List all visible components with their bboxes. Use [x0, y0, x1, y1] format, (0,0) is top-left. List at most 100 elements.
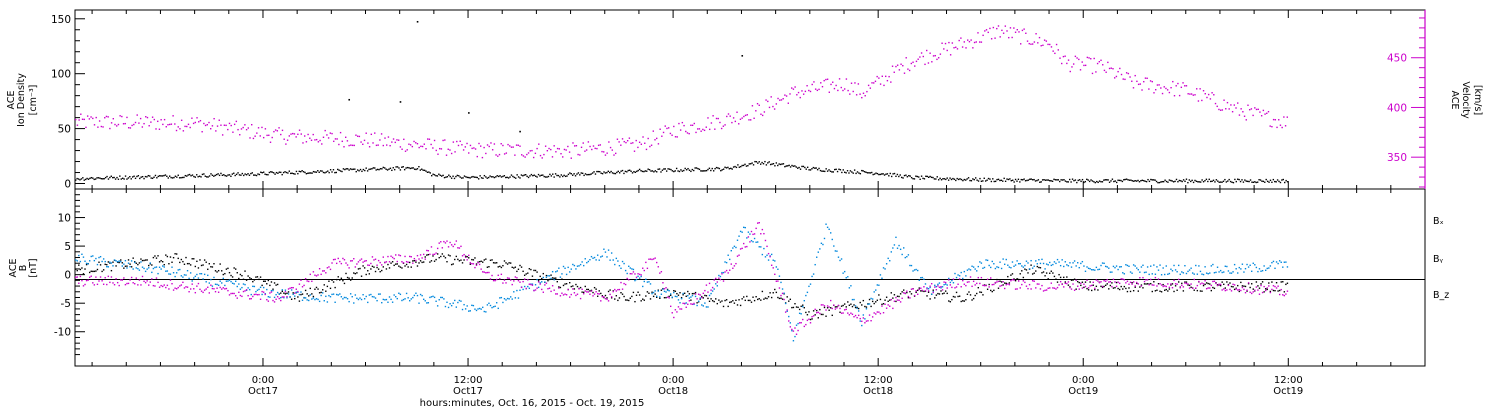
bz-point	[115, 278, 117, 280]
bx-point	[429, 261, 431, 263]
legend-by: Bᵧ	[1433, 254, 1444, 265]
bz-point	[328, 266, 330, 268]
bx-point	[405, 263, 408, 266]
bz-point	[679, 308, 681, 310]
density-point	[191, 174, 194, 176]
bz-point	[311, 280, 313, 283]
velocity-point	[124, 122, 126, 125]
velocity-point	[1276, 126, 1278, 129]
bx-point	[556, 280, 558, 283]
bx-point	[332, 281, 335, 283]
bz-point	[1157, 278, 1160, 280]
velocity-point	[1098, 61, 1101, 63]
by-point	[671, 296, 673, 299]
bz-point	[326, 267, 329, 269]
by-point	[725, 261, 728, 264]
bz-point	[1212, 280, 1214, 283]
by-point	[660, 293, 663, 295]
bz-point	[363, 260, 366, 262]
bz-point	[399, 254, 402, 257]
bz-point	[1137, 283, 1140, 285]
by-point	[649, 283, 652, 285]
by-point	[783, 292, 785, 294]
density-point	[993, 180, 995, 183]
bx-point	[422, 261, 425, 263]
bz-point	[729, 269, 731, 271]
velocity-point	[1160, 87, 1162, 89]
bx-point	[1181, 282, 1183, 285]
by-point	[1174, 269, 1177, 271]
bx-point	[1258, 287, 1261, 289]
bz-point	[842, 312, 844, 314]
bz-point	[680, 308, 683, 310]
by-point	[965, 275, 967, 277]
velocity-point	[881, 75, 883, 77]
bz-point	[536, 287, 538, 289]
by-point	[1272, 260, 1275, 263]
velocity-point	[729, 115, 731, 117]
density-point	[1074, 179, 1077, 181]
velocity-point	[80, 113, 82, 115]
bx-point	[811, 318, 813, 320]
bz-point	[878, 311, 880, 313]
by-point	[1233, 263, 1236, 266]
density-point	[1154, 179, 1156, 181]
velocity-point	[585, 149, 588, 151]
bz-point	[1095, 279, 1098, 281]
by-point	[278, 293, 280, 295]
by-point	[182, 276, 184, 278]
bx-point	[1240, 281, 1242, 284]
bz-point	[381, 264, 383, 266]
bx-point	[244, 270, 246, 272]
velocity-point	[403, 138, 405, 141]
density-point	[245, 174, 248, 176]
density-point	[455, 175, 457, 178]
by-point	[297, 291, 299, 294]
density-point	[1143, 179, 1145, 182]
bx-point	[755, 296, 757, 298]
velocity-point	[768, 106, 771, 109]
density-point	[396, 166, 399, 168]
velocity-point	[350, 144, 352, 146]
bz-point	[256, 294, 259, 296]
bz-point	[1266, 287, 1268, 289]
bz-point	[175, 288, 178, 290]
bx-point	[196, 260, 198, 263]
velocity-point	[408, 143, 410, 145]
velocity-point	[1206, 96, 1208, 99]
by-point	[354, 294, 357, 296]
bz-point	[589, 293, 591, 295]
bz-point	[887, 304, 889, 306]
velocity-point	[727, 113, 730, 115]
bx-point	[1261, 281, 1264, 283]
bx-point	[126, 265, 128, 267]
bz-point	[783, 298, 785, 301]
bx-point	[704, 294, 706, 297]
bx-point	[634, 300, 636, 303]
bx-point	[958, 295, 961, 297]
density-point	[566, 175, 568, 177]
bz-point	[98, 280, 100, 282]
velocity-point	[591, 148, 593, 151]
velocity-point	[1214, 102, 1217, 105]
by-point	[492, 306, 495, 308]
velocity-point	[134, 121, 137, 124]
bz-point	[1101, 285, 1104, 288]
density-point	[556, 174, 558, 177]
by-point	[317, 298, 319, 301]
by-point	[680, 297, 683, 300]
bz-point	[901, 297, 903, 300]
density-point	[675, 167, 678, 170]
bx-point	[494, 262, 496, 264]
by-point	[960, 271, 962, 274]
by-point	[513, 291, 515, 293]
density-point	[785, 165, 788, 167]
density-point	[391, 169, 393, 172]
bz-point	[705, 284, 708, 286]
by-point	[461, 308, 464, 311]
bx-point	[409, 261, 411, 264]
bx-point	[1052, 272, 1054, 274]
velocity-point	[592, 145, 595, 147]
density-point	[975, 177, 977, 179]
density-point	[1165, 180, 1168, 183]
